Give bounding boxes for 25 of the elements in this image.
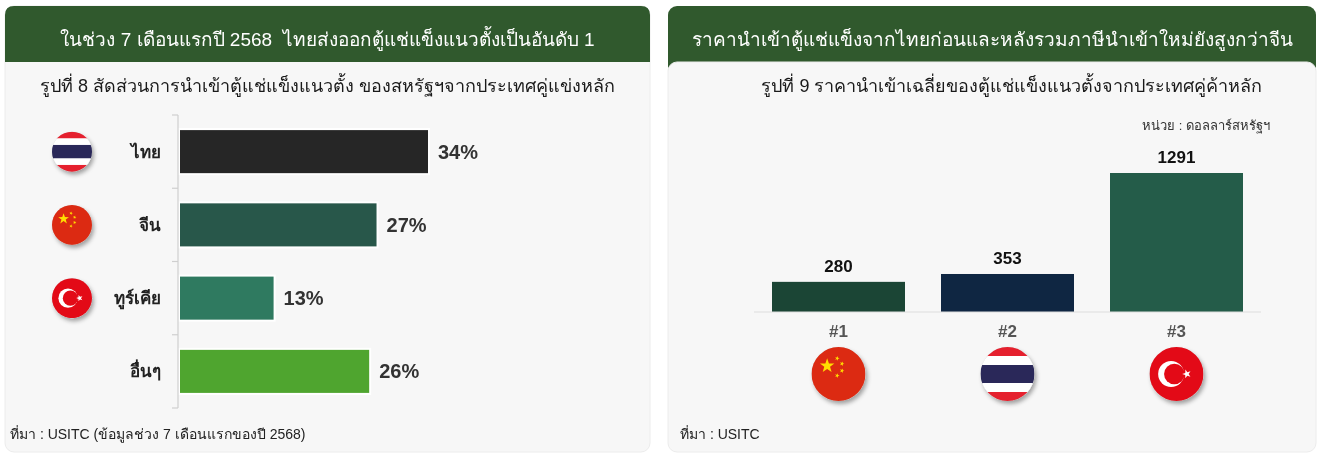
y-tick-label: อื่นๆ xyxy=(130,359,161,382)
text: ที่มา : USITC xyxy=(680,425,760,442)
data-label: 26% xyxy=(379,360,420,383)
bar xyxy=(178,128,430,176)
x-tick-label: #2 xyxy=(998,322,1017,341)
data-label: 34% xyxy=(438,140,479,163)
y-tick-label: ทูร์เคีย xyxy=(114,288,161,311)
bar xyxy=(178,201,379,249)
data-label: 280 xyxy=(824,256,853,276)
data-label: 27% xyxy=(386,213,427,236)
data-label: 353 xyxy=(993,248,1022,268)
chart-subtitle: รูปที่ 9 ราคานำเข้าเฉลี่ยของตู้แช่แข็งแนวตั้งจากประเทศคู่ค้าหลัก xyxy=(761,73,1263,97)
data-label: 1291 xyxy=(1157,148,1196,167)
x-tick-label: #3 xyxy=(1167,322,1186,341)
chart-title: ราคานำเข้าตู้แช่แข็งจากไทยก่อนและหลังรวมภาษีนำเข้าใหม่ยังสูงกว่าจีน xyxy=(691,27,1293,51)
bar xyxy=(178,347,372,395)
data-label: 13% xyxy=(283,287,324,310)
bar xyxy=(178,274,276,322)
y-tick-label: จีน xyxy=(139,214,161,235)
text: ที่มา : USITC (ข้อมูลช่วง 7 เดือนแรกของปี 2568) xyxy=(10,425,306,443)
y-tick-label: ไทย xyxy=(129,141,161,162)
chart-title: ในช่วง 7 เดือนแรกปี 2568 ไทยส่งออกตู้แช่แข็งแนวตั้งเป็นอันดับ 1 xyxy=(60,26,595,51)
chart-subtitle: รูปที่ 8 สัดส่วนการนำเข้าตู้แช่แข็งแนวตั้ง ของสหรัฐฯจากประเทศคู่แข่งหลัก xyxy=(39,73,616,97)
x-tick-label: #1 xyxy=(829,322,848,341)
text: หน่วย : ดอลลาร์สหรัฐฯ xyxy=(1142,118,1270,134)
